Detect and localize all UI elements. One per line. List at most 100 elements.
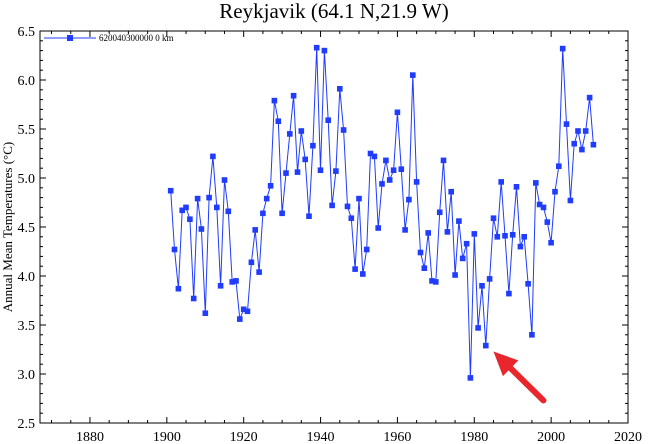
data-point bbox=[498, 179, 504, 185]
data-point bbox=[386, 177, 393, 183]
annotation-arrow-head bbox=[493, 351, 519, 377]
data-point bbox=[290, 92, 297, 99]
data-point bbox=[313, 44, 320, 51]
data-point bbox=[306, 213, 312, 219]
data-point bbox=[337, 86, 343, 92]
data-point bbox=[425, 230, 431, 236]
legend-marker-square bbox=[67, 35, 73, 41]
y-axis-label: Annual Mean Temperatures (°C) bbox=[0, 142, 15, 312]
data-point bbox=[567, 197, 574, 204]
data-point bbox=[579, 146, 585, 153]
data-point bbox=[283, 170, 289, 176]
data-point bbox=[356, 195, 362, 202]
data-point bbox=[548, 239, 554, 246]
data-point bbox=[317, 167, 324, 173]
annotation-arrow-shaft bbox=[507, 365, 547, 404]
data-point bbox=[248, 259, 255, 266]
data-point bbox=[483, 342, 489, 349]
data-point bbox=[479, 283, 485, 289]
data-point bbox=[452, 272, 458, 278]
data-point bbox=[237, 316, 243, 322]
data-point bbox=[217, 283, 224, 289]
data-point bbox=[321, 47, 328, 54]
data-point bbox=[352, 266, 358, 272]
data-point bbox=[406, 196, 412, 203]
data-point bbox=[456, 218, 462, 224]
data-point bbox=[229, 279, 235, 285]
data-point bbox=[463, 240, 470, 247]
data-point bbox=[394, 109, 401, 116]
data-point bbox=[410, 72, 416, 78]
data-point bbox=[525, 281, 531, 287]
data-point bbox=[586, 94, 593, 101]
data-point bbox=[214, 204, 220, 211]
y-tick-label: 2.5 bbox=[18, 417, 36, 432]
data-point bbox=[287, 131, 293, 137]
x-tick-label: 2000 bbox=[537, 430, 565, 444]
data-point bbox=[494, 234, 501, 240]
data-point bbox=[263, 195, 270, 202]
y-tick-label: 3.0 bbox=[18, 368, 36, 383]
data-point bbox=[271, 97, 278, 104]
data-point bbox=[267, 183, 274, 189]
data-point bbox=[540, 204, 547, 211]
data-point bbox=[590, 141, 597, 148]
data-point bbox=[202, 310, 209, 316]
y-tick-label: 4.5 bbox=[18, 221, 36, 236]
data-point bbox=[187, 216, 193, 222]
data-point bbox=[379, 181, 385, 187]
data-point bbox=[513, 184, 520, 190]
data-point bbox=[348, 215, 355, 221]
data-point bbox=[333, 168, 339, 174]
y-tick-label: 6.5 bbox=[18, 25, 36, 40]
data-point bbox=[221, 177, 228, 183]
annotations bbox=[493, 351, 547, 404]
data-point bbox=[206, 194, 212, 201]
data-point bbox=[459, 255, 466, 262]
data-point bbox=[329, 202, 335, 209]
data-point bbox=[275, 118, 282, 124]
data-point bbox=[521, 234, 527, 240]
data-point bbox=[429, 278, 435, 284]
data-point bbox=[506, 290, 512, 297]
data-point bbox=[375, 225, 381, 231]
data-point bbox=[171, 246, 178, 253]
data-point bbox=[360, 271, 366, 277]
y-tick-label: 5.0 bbox=[18, 172, 36, 187]
axis-ticks: 1880 1900 1920 1940 1960 1980 2000 2020 2.5 3.0 3.… bbox=[18, 25, 643, 444]
data-point bbox=[310, 142, 316, 149]
data-point bbox=[175, 285, 182, 292]
data-point bbox=[421, 265, 428, 271]
x-tick-label: 1940 bbox=[307, 430, 335, 444]
data-point bbox=[294, 169, 301, 175]
chart-title: Reykjavik (64.1 N,21.9 W) bbox=[219, 0, 448, 23]
data-point bbox=[509, 232, 516, 238]
data-point bbox=[279, 210, 285, 217]
data-point bbox=[244, 308, 251, 315]
data-point bbox=[467, 375, 474, 381]
data-point bbox=[225, 208, 232, 215]
x-tick-label: 1960 bbox=[383, 430, 411, 444]
data-point bbox=[367, 150, 374, 157]
data-point bbox=[183, 204, 189, 211]
data-point bbox=[371, 153, 378, 160]
x-tick-label: 1980 bbox=[460, 430, 488, 444]
data-point bbox=[471, 231, 478, 237]
data-point bbox=[190, 295, 197, 302]
data-point bbox=[582, 128, 589, 134]
data-point bbox=[298, 128, 305, 134]
data-point bbox=[552, 188, 558, 195]
data-point bbox=[398, 166, 405, 172]
data-point bbox=[363, 246, 370, 253]
y-tick-label: 5.5 bbox=[18, 123, 36, 138]
data-point bbox=[260, 210, 266, 217]
data-series bbox=[167, 44, 597, 381]
data-point bbox=[256, 269, 262, 275]
x-tick-label: 1900 bbox=[153, 430, 181, 444]
data-point bbox=[490, 215, 497, 221]
data-point bbox=[167, 187, 174, 194]
data-point bbox=[390, 167, 397, 173]
data-point bbox=[210, 153, 216, 160]
data-point bbox=[571, 140, 577, 147]
data-point bbox=[544, 219, 551, 225]
